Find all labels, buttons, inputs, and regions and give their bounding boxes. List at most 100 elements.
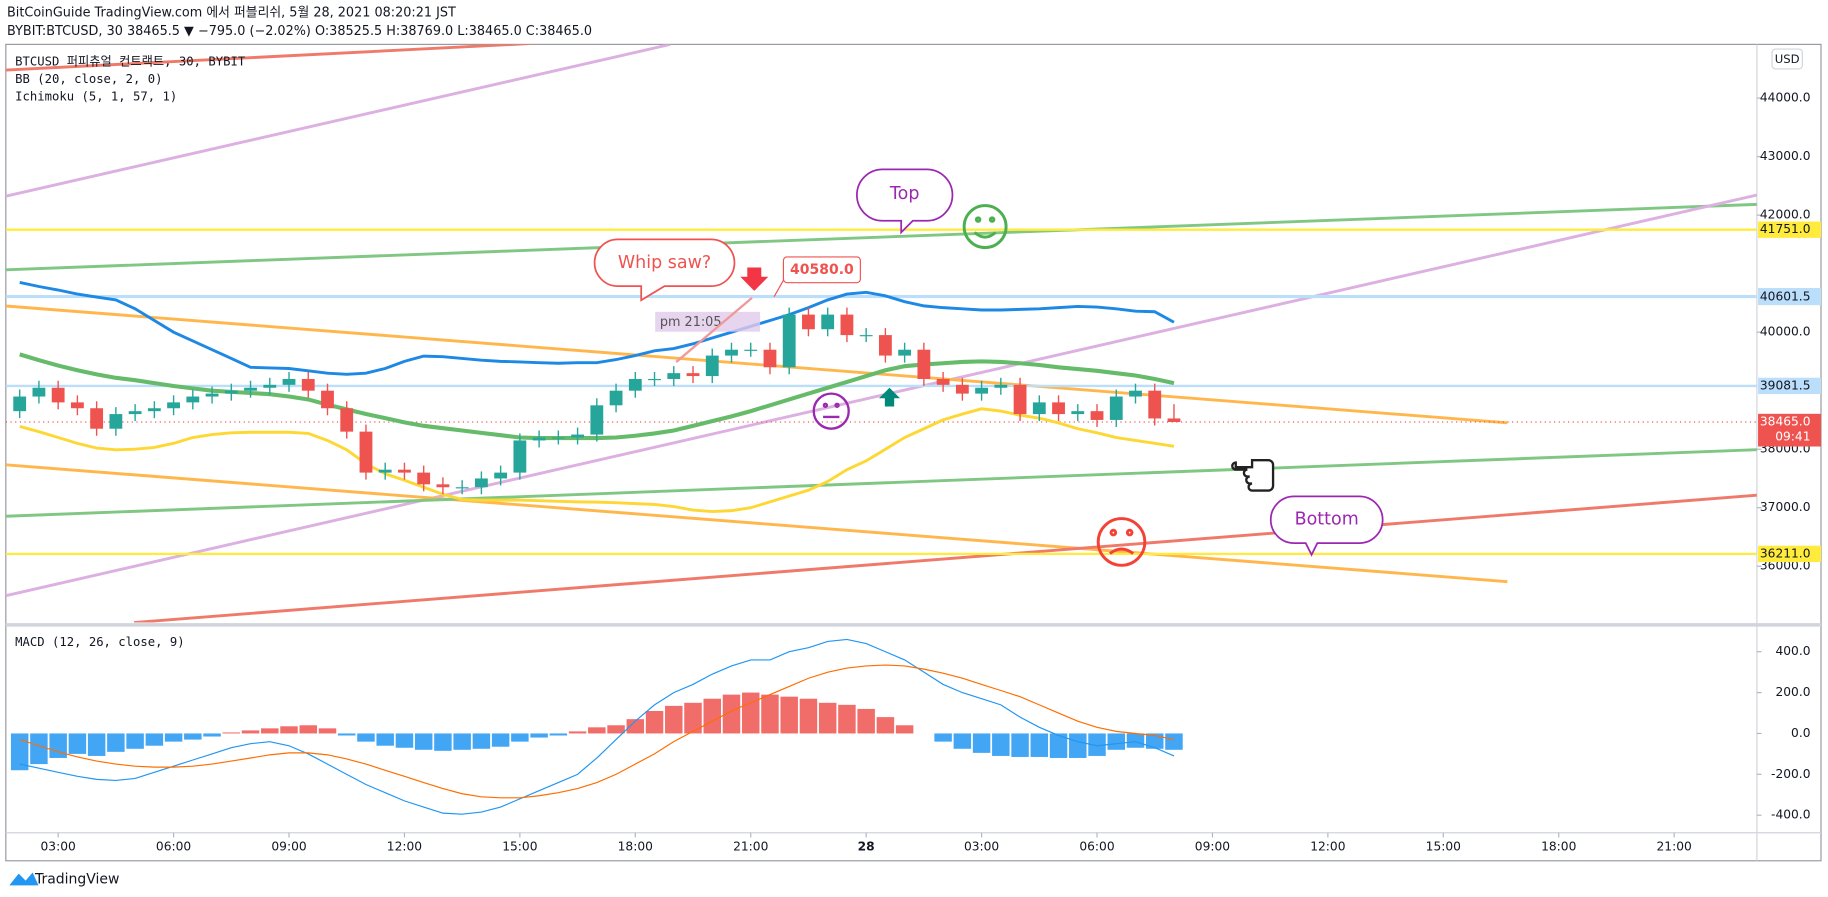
trend-line	[5, 202, 1757, 272]
macd-pane	[10, 638, 1183, 815]
histogram-bar	[1165, 733, 1183, 750]
pointer-line	[675, 296, 753, 363]
x-tick-label: 21:00	[733, 839, 768, 853]
histogram-bar	[607, 725, 625, 734]
histogram-bar	[1011, 733, 1029, 757]
histogram-bar	[1069, 733, 1087, 758]
x-tick-label: 09:00	[271, 839, 306, 853]
y-tick-label: -200.0	[1771, 767, 1810, 781]
histogram-bar	[49, 733, 67, 758]
x-tick-label: 03:00	[964, 839, 999, 853]
histogram-bar	[453, 733, 471, 750]
footer: TradingView	[9, 871, 119, 887]
histogram-bar	[30, 733, 48, 765]
histogram-bar	[68, 733, 87, 754]
x-tick-label: 15:00	[1426, 839, 1461, 853]
histogram-bar	[588, 727, 606, 734]
candle-body	[571, 434, 584, 438]
candle-body	[1032, 402, 1046, 415]
candle-body	[224, 390, 238, 394]
candle-body	[301, 378, 315, 391]
annotations: Whip saw? 40580.0 pm 21:05 Top Bottom	[593, 168, 1384, 567]
countdown-label: 09:41	[1775, 430, 1810, 444]
x-tick-label: 15:00	[502, 839, 537, 853]
last-price-label: 38465.0	[1760, 414, 1811, 428]
x-tick-label: 12:00	[387, 839, 422, 853]
indicator-line	[19, 664, 1175, 799]
histogram-bar	[665, 705, 683, 734]
candle-body	[359, 431, 373, 473]
legend-macd: MACD (12, 26, close, 9)	[15, 635, 184, 649]
y-tick-label: 200.0	[1775, 685, 1810, 699]
x-tick-label: 06:00	[156, 839, 191, 853]
indicator-line	[19, 638, 1175, 815]
level-tag	[1758, 288, 1822, 306]
price-note	[782, 256, 861, 284]
histogram-bar	[953, 733, 972, 749]
candle-body	[474, 478, 488, 488]
trend-line	[5, 44, 537, 72]
candle-body	[1013, 384, 1027, 415]
candle-body	[878, 335, 892, 356]
histogram-bar	[645, 710, 664, 734]
legend-indicator: Ichimoku (5, 1, 57, 1)	[15, 89, 177, 103]
pointer-line	[773, 280, 784, 297]
candle-body	[32, 387, 46, 397]
candle-body	[955, 384, 969, 394]
candle-body	[263, 384, 277, 388]
candle-body	[936, 378, 950, 385]
candle-body	[13, 396, 27, 412]
histogram-bar	[568, 731, 587, 734]
levels	[5, 228, 1757, 556]
histogram-bar	[357, 733, 375, 742]
hand-icon	[1231, 459, 1275, 492]
candle-body	[51, 387, 65, 403]
x-tick-label: 12:00	[1310, 839, 1345, 853]
annotation-text: Whip saw?	[618, 253, 711, 273]
level-label: 39081.5	[1760, 378, 1811, 392]
candle-body	[378, 469, 392, 473]
trend-line	[133, 493, 1757, 623]
indicator-line	[19, 407, 1175, 514]
candle-body	[840, 314, 854, 336]
candle-body	[1148, 390, 1162, 419]
candle-body	[590, 405, 604, 435]
candle-body	[532, 437, 546, 441]
x-tick-label: 06:00	[1079, 839, 1114, 853]
candle-body	[821, 314, 835, 330]
trend-line	[5, 463, 1508, 584]
balloon	[1269, 495, 1384, 557]
frame	[5, 43, 1822, 862]
legend: BTCUSD 퍼피츄얼 컨트랙트, 30, BYBIT BB (20, clos…	[15, 54, 246, 648]
candle-body	[128, 411, 142, 415]
histogram-bar	[511, 733, 529, 742]
level-tag	[1758, 377, 1822, 395]
candle-body	[667, 373, 681, 379]
histogram-bar	[241, 730, 260, 734]
currency-button[interactable]	[1771, 48, 1803, 70]
histogram-bar	[684, 702, 702, 734]
trend-line	[5, 44, 671, 198]
candle-body	[167, 402, 180, 409]
candle-body	[686, 373, 700, 377]
histogram-bar	[1126, 733, 1145, 748]
candle-body	[513, 440, 527, 473]
candle-body	[398, 469, 411, 473]
y-tick-label: -400.0	[1771, 808, 1810, 822]
histogram-bar	[10, 733, 29, 771]
histogram-bar	[992, 733, 1010, 756]
annotation-text: Bottom	[1295, 510, 1359, 530]
histogram-bar	[164, 733, 183, 742]
trend-line	[5, 448, 1757, 518]
candle-body	[321, 390, 334, 409]
level-label: 40601.5	[1760, 289, 1811, 303]
candle-body	[898, 349, 912, 356]
histogram-bar	[434, 733, 452, 751]
histogram-bar	[857, 708, 875, 734]
histogram-bar	[1088, 733, 1106, 756]
histogram-bar	[376, 733, 394, 746]
candle-body	[628, 378, 642, 391]
candle-body	[436, 484, 450, 488]
candle-body	[1129, 390, 1142, 397]
